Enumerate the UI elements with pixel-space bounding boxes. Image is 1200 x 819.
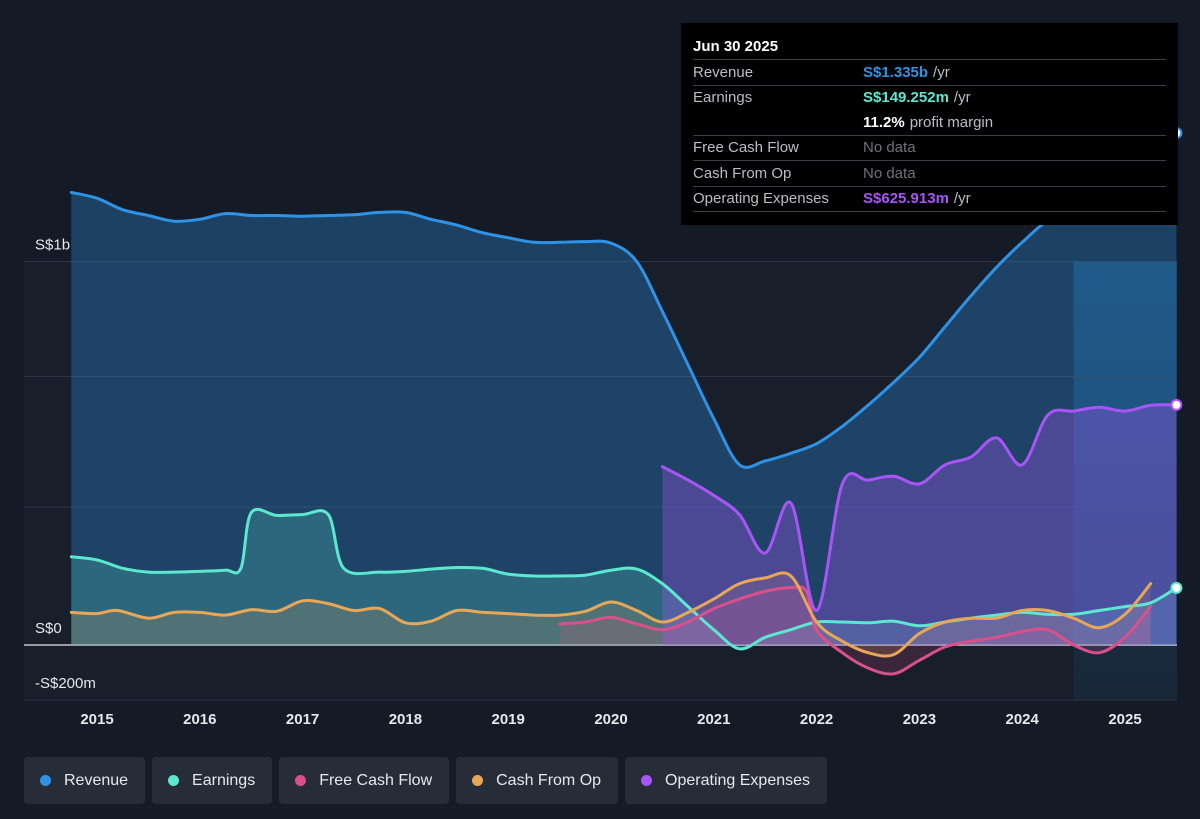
x-tick-label: 2017: [286, 711, 319, 728]
y-tick-label: -S$200m: [35, 675, 96, 692]
x-tick-label: 2020: [594, 711, 627, 728]
x-tick-label: 2018: [389, 711, 422, 728]
operating-expenses-line: [660, 403, 1178, 613]
tooltip-label: Free Cash Flow: [693, 139, 799, 157]
tooltip-row-free-cash-flow: Free Cash Flow No data: [693, 134, 1166, 161]
x-tick-label: 2016: [183, 711, 216, 728]
operating-expenses-area: [662, 404, 1177, 645]
tooltip-date: Jun 30 2025: [693, 38, 779, 55]
x-tick-label: 2015: [80, 711, 113, 728]
tooltip-value: S$625.913m: [863, 190, 949, 208]
earnings-area: [71, 509, 1177, 649]
legend-item-operating-expenses[interactable]: Operating Expenses: [625, 757, 828, 804]
x-tick-label: 2019: [492, 711, 525, 728]
y-tick-label: S$0: [35, 620, 62, 637]
cash-from-op-area: [71, 572, 1151, 657]
legend-item-cash-from-op[interactable]: Cash From Op: [456, 757, 619, 804]
tooltip-unit: /yr: [953, 89, 971, 107]
tooltip-value: 11.2%: [863, 113, 905, 131]
legend-item-revenue[interactable]: Revenue: [24, 757, 146, 804]
x-tick-label: 2022: [800, 711, 833, 728]
legend-item-earnings[interactable]: Earnings: [152, 757, 273, 804]
tooltip-panel: Jun 30 2025 Revenue S$1.335b /yr Earning…: [681, 23, 1178, 225]
plot-background: [24, 261, 1177, 700]
free-cash-flow-dot-icon: [295, 775, 307, 786]
tooltip-unit: /yr: [953, 190, 971, 208]
tooltip-row-earnings: Earnings S$149.252m /yr: [693, 84, 1166, 111]
cash-from-op-line: [69, 571, 1153, 658]
earnings-end-dot: [1170, 581, 1183, 594]
x-tick-label: 2021: [697, 711, 730, 728]
revenue-line: [69, 131, 1178, 469]
operating-expenses-end-dot: [1170, 398, 1183, 411]
tooltip-unit: profit margin: [909, 113, 994, 131]
tooltip-label: Revenue: [693, 63, 754, 81]
x-tick-label: 2025: [1108, 711, 1141, 728]
legend-label: Cash From Op: [496, 771, 602, 789]
y-tick-label: S$1b: [35, 237, 70, 254]
operating-expenses-dot-icon: [641, 775, 653, 786]
tooltip-label: Cash From Op: [693, 164, 792, 182]
tooltip-row-cash-from-op: Cash From Op No data: [693, 160, 1166, 186]
tooltip-value: No data: [863, 164, 916, 182]
legend-item-free-cash-flow[interactable]: Free Cash Flow: [279, 757, 450, 804]
legend-label: Earnings: [192, 771, 256, 789]
tooltip-label: Earnings: [693, 89, 753, 107]
free-cash-flow-line: [558, 585, 1153, 676]
tooltip-value: S$1.335b: [863, 63, 929, 81]
legend-label: Revenue: [64, 771, 129, 789]
tooltip-unit: /yr: [933, 63, 950, 81]
tooltip-value: S$149.252m: [863, 89, 949, 107]
chart-legend: Revenue Earnings Free Cash Flow Cash Fro…: [24, 757, 828, 804]
legend-label: Free Cash Flow: [319, 771, 433, 789]
tooltip-label: Operating Expenses: [693, 190, 829, 208]
earnings-line: [69, 507, 1178, 651]
cash-from-op-dot-icon: [472, 775, 484, 786]
tooltip-row-operating-expenses: Operating Expenses S$625.913m /yr: [693, 185, 1166, 212]
x-tick-label: 2023: [903, 711, 936, 728]
legend-label: Operating Expenses: [665, 771, 811, 789]
tooltip-row-profit-margin: 11.2% profit margin: [693, 110, 1166, 135]
tooltip-row-revenue: Revenue S$1.335b /yr: [693, 59, 1166, 85]
revenue-area: [71, 133, 1177, 645]
earnings-dot-icon: [168, 775, 180, 786]
tooltip-value: No data: [863, 139, 916, 157]
revenue-dot-icon: [40, 775, 51, 786]
x-tick-label: 2024: [1006, 711, 1040, 728]
